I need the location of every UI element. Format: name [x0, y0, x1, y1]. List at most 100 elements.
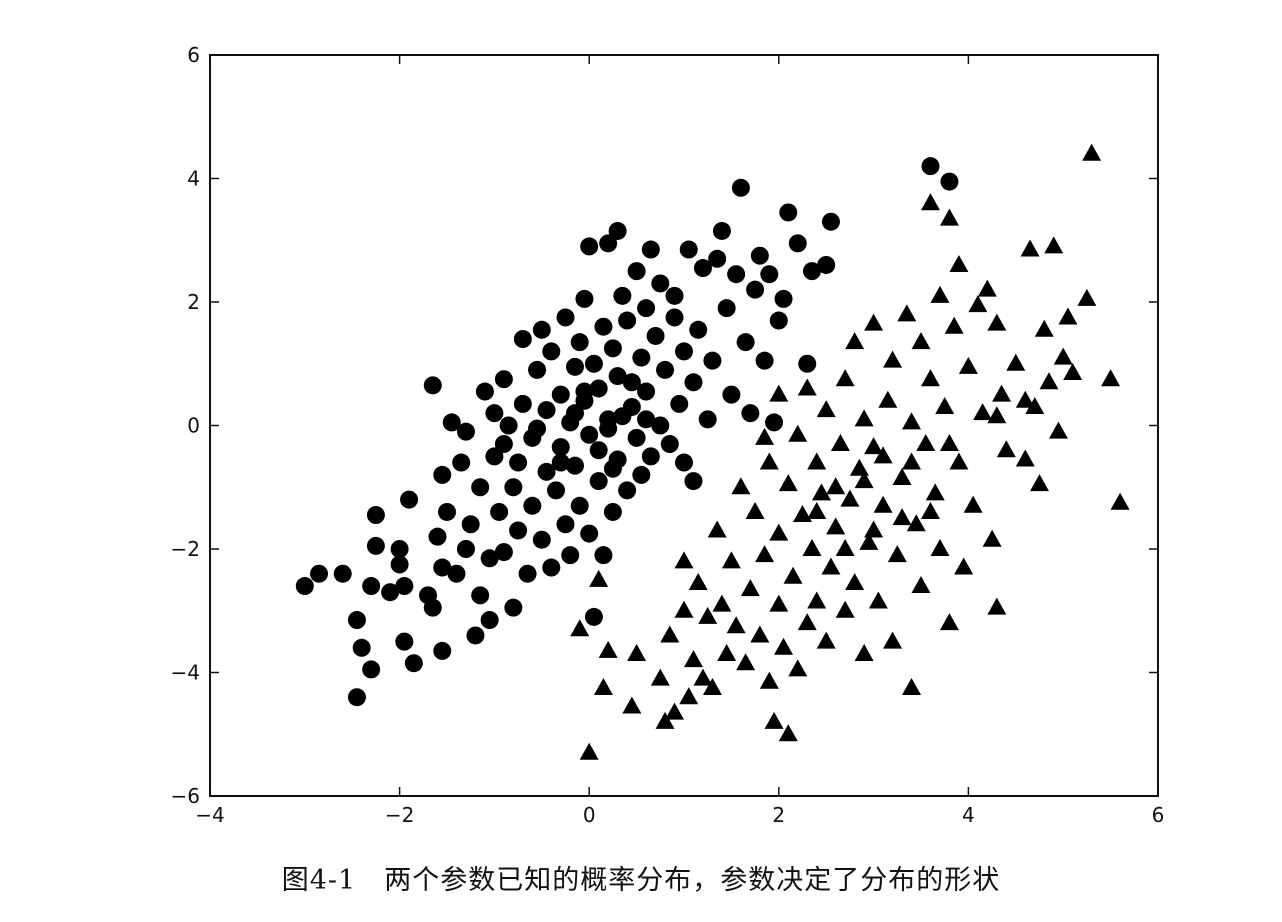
circle-point: [599, 419, 618, 438]
x-tick-label: 6: [1152, 803, 1165, 827]
triangle-point: [627, 643, 647, 661]
triangle-point: [769, 594, 789, 612]
circle-point: [769, 311, 788, 330]
circle-point: [746, 280, 765, 299]
triangle-point: [717, 643, 737, 661]
circle-point: [362, 577, 381, 596]
circle-point: [665, 308, 684, 327]
triangle-point: [958, 356, 978, 374]
circle-point: [362, 660, 381, 679]
circle-point: [556, 515, 575, 534]
triangle-point: [864, 437, 884, 455]
circle-point: [779, 203, 798, 222]
circle-point: [523, 496, 542, 515]
triangle-point: [726, 616, 746, 634]
circle-point: [689, 320, 708, 339]
triangle-point: [864, 313, 884, 331]
circle-point: [366, 506, 385, 525]
circle-point: [485, 447, 504, 466]
triangle-point: [977, 279, 997, 297]
triangle-point: [622, 696, 642, 714]
circle-point: [456, 540, 475, 558]
caption-number: 图4-1: [281, 865, 357, 896]
circle-point: [656, 360, 675, 379]
triangle-point: [1015, 390, 1035, 408]
circle-point: [589, 472, 608, 491]
circle-point: [736, 333, 755, 352]
triangle-point: [1015, 449, 1035, 467]
triangle-point: [930, 285, 950, 303]
triangle-point: [1110, 492, 1130, 510]
circle-point: [423, 376, 442, 395]
triangle-point: [660, 625, 680, 643]
triangle-point: [816, 631, 836, 649]
circle-point: [637, 299, 656, 318]
circle-point: [352, 638, 371, 657]
triangle-point: [1025, 396, 1045, 414]
y-tick-label: 2: [187, 290, 200, 314]
circle-point: [684, 472, 703, 491]
y-tick-label: 0: [187, 414, 200, 438]
triangle-point: [811, 483, 831, 501]
circle-point: [310, 564, 329, 583]
triangle-point: [769, 384, 789, 402]
circle-point: [575, 382, 594, 401]
triangle-point: [1077, 288, 1097, 306]
plot-frame: [209, 54, 1159, 797]
triangle-point: [593, 677, 613, 695]
triangle-point: [892, 508, 912, 526]
triangle-point: [1006, 353, 1026, 371]
triangle-point: [939, 434, 959, 452]
circle-point: [547, 481, 566, 500]
circle-point: [627, 428, 646, 447]
circle-point: [589, 441, 608, 460]
triangle-point: [949, 254, 969, 272]
triangle-point: [674, 600, 694, 618]
circle-point: [333, 564, 352, 583]
circle-point: [580, 425, 599, 444]
triangle-point: [944, 316, 964, 334]
circle-point: [594, 317, 613, 336]
circle-point: [613, 286, 632, 305]
triangle-point: [1020, 239, 1040, 257]
triangle-point: [987, 313, 1007, 331]
circle-point: [675, 453, 693, 472]
circle-point: [731, 178, 750, 197]
triangle-point: [845, 572, 865, 590]
circle-point: [471, 478, 490, 497]
triangle-point: [830, 434, 850, 452]
triangle-point: [982, 529, 1002, 547]
triangle-point: [878, 390, 898, 408]
circle-point: [542, 558, 561, 577]
triangle-point: [897, 304, 917, 322]
circle-point: [802, 262, 821, 281]
circle-point: [765, 413, 784, 432]
circle-point: [641, 447, 660, 466]
plot-marks: [295, 143, 1130, 760]
x-tick-label: −2: [385, 803, 414, 827]
circle-point: [532, 320, 551, 339]
triangle-point: [788, 659, 808, 677]
triangle-point: [1039, 372, 1059, 390]
circle-point: [347, 688, 366, 707]
circle-point: [599, 234, 618, 253]
circle-point: [466, 626, 485, 645]
triangle-point: [859, 532, 879, 550]
y-tick-label: −6: [171, 784, 200, 808]
triangle-point: [835, 600, 855, 618]
triangle-point: [911, 576, 931, 594]
triangle-point: [911, 332, 931, 350]
triangle-point: [916, 434, 936, 452]
x-tick-label: −4: [195, 803, 224, 827]
triangle-point: [802, 539, 822, 556]
circle-point: [660, 435, 679, 454]
circle-point: [570, 496, 589, 515]
triangle-point: [807, 501, 827, 519]
circle-point: [456, 422, 475, 441]
circle-point: [684, 373, 703, 392]
circle-point: [632, 465, 651, 484]
circle-point: [390, 555, 409, 574]
triangle-point: [679, 687, 699, 705]
circle-point: [798, 354, 817, 373]
